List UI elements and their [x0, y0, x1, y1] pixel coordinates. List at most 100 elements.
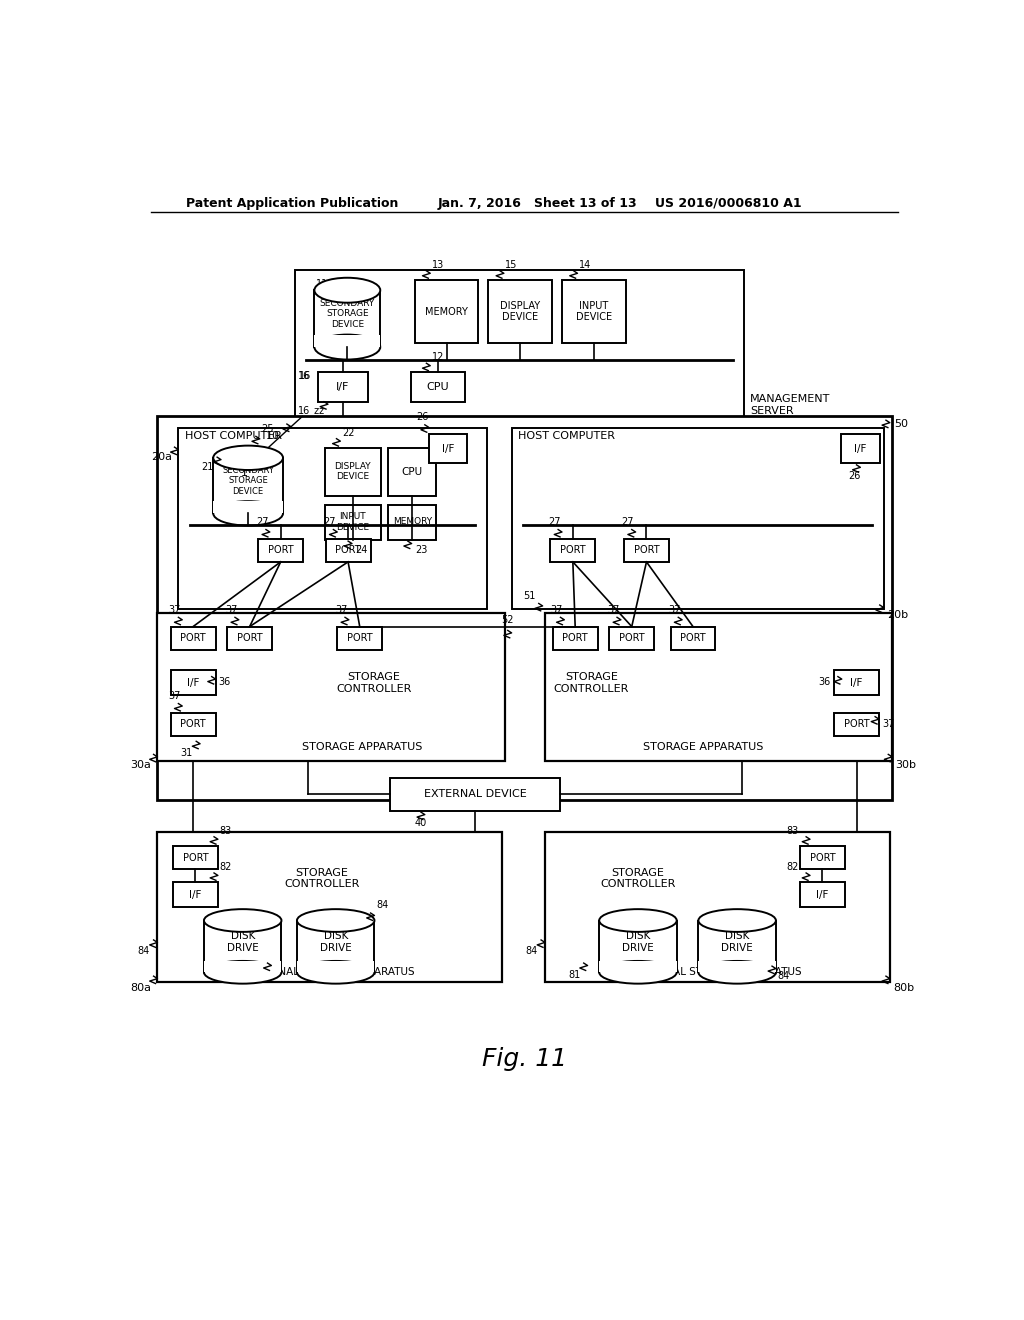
Text: 30a: 30a [130, 760, 151, 770]
Bar [337, 627, 382, 649]
Bar [297, 961, 375, 973]
Text: 26: 26 [848, 471, 860, 480]
Text: PORT: PORT [844, 719, 869, 730]
Text: 1: 1 [241, 467, 248, 478]
Text: 20a: 20a [151, 453, 172, 462]
Text: DISK
DRIVE: DISK DRIVE [319, 931, 351, 953]
Bar [545, 832, 890, 982]
Bar [800, 846, 845, 869]
Bar [171, 713, 216, 737]
Text: 30b: 30b [896, 760, 916, 770]
Text: PORT: PORT [237, 634, 262, 643]
Text: 52: 52 [502, 615, 514, 626]
Bar [227, 627, 272, 649]
Bar [204, 920, 282, 973]
Ellipse shape [297, 909, 375, 932]
Text: INPUT
DEVICE: INPUT DEVICE [336, 512, 370, 532]
Text: 83: 83 [786, 825, 799, 836]
Bar [624, 539, 669, 562]
Bar [388, 447, 436, 496]
Text: 16_zz: 16_zz [298, 405, 326, 416]
Text: PORT: PORT [180, 719, 206, 730]
Text: I/F: I/F [854, 444, 866, 454]
Ellipse shape [314, 334, 380, 359]
Text: I/F: I/F [336, 381, 349, 392]
Bar [834, 671, 879, 696]
Text: 27: 27 [256, 517, 268, 527]
Ellipse shape [698, 909, 776, 932]
Text: US 2016/0006810 A1: US 2016/0006810 A1 [655, 197, 802, 210]
Text: 84: 84 [376, 900, 388, 911]
Text: 24: 24 [355, 545, 368, 556]
Text: 80b: 80b [893, 983, 914, 994]
Text: 27: 27 [548, 517, 560, 527]
Bar [512, 428, 884, 609]
Text: HOST COMPUTER: HOST COMPUTER [184, 432, 282, 441]
Text: STORAGE
CONTROLLER: STORAGE CONTROLLER [600, 867, 676, 890]
Bar [698, 920, 776, 973]
Bar [553, 627, 598, 649]
Bar [698, 961, 776, 973]
Text: 27: 27 [324, 517, 336, 527]
Bar [415, 280, 478, 343]
Bar [173, 846, 218, 869]
Text: I/F: I/F [187, 677, 200, 688]
Text: 16: 16 [298, 371, 310, 381]
Text: HOST COMPUTER: HOST COMPUTER [518, 432, 614, 441]
Text: DISK
DRIVE: DISK DRIVE [721, 931, 753, 953]
Bar [317, 372, 369, 401]
Text: MANAGEMENT
SERVER: MANAGEMENT SERVER [751, 393, 830, 416]
Text: I/F: I/F [442, 444, 455, 454]
Text: Patent Application Publication: Patent Application Publication [186, 197, 398, 210]
Bar [562, 280, 626, 343]
Text: Jan. 7, 2016   Sheet 13 of 13: Jan. 7, 2016 Sheet 13 of 13 [438, 197, 638, 210]
Bar [411, 372, 465, 401]
Ellipse shape [204, 909, 282, 932]
Text: SECONDARY
STORAGE
DEVICE: SECONDARY STORAGE DEVICE [319, 298, 375, 329]
Bar [599, 961, 677, 973]
Bar [800, 882, 845, 907]
Text: 23: 23 [415, 545, 427, 556]
Bar [325, 447, 381, 496]
Ellipse shape [297, 961, 375, 983]
Bar [314, 334, 380, 347]
Text: 27: 27 [622, 517, 634, 527]
Bar [258, 539, 303, 562]
Bar [158, 416, 892, 800]
Text: 13: 13 [432, 260, 444, 269]
Text: DISK
DRIVE: DISK DRIVE [227, 931, 259, 953]
Text: EXTERNAL STORAGE APPARATUS: EXTERNAL STORAGE APPARATUS [245, 966, 415, 977]
Text: 84: 84 [525, 945, 538, 956]
Text: I/F: I/F [816, 890, 828, 899]
Text: 84: 84 [137, 945, 150, 956]
Text: MEMORY: MEMORY [425, 306, 468, 317]
Text: 37: 37 [669, 605, 681, 615]
Ellipse shape [213, 502, 283, 525]
Bar [326, 539, 371, 562]
Text: 84: 84 [777, 972, 790, 981]
Text: 10: 10 [266, 430, 280, 441]
Bar [295, 271, 744, 420]
Bar [429, 434, 467, 463]
Bar [171, 627, 216, 649]
Text: INPUT
DEVICE: INPUT DEVICE [575, 301, 611, 322]
Text: 82: 82 [219, 862, 231, 871]
Ellipse shape [599, 909, 677, 932]
Bar [488, 280, 552, 343]
Bar [213, 502, 283, 513]
Text: STORAGE
CONTROLLER: STORAGE CONTROLLER [336, 672, 412, 693]
Text: 37: 37 [607, 605, 620, 615]
Text: I/F: I/F [850, 677, 862, 688]
Text: 14: 14 [580, 260, 592, 269]
Ellipse shape [599, 961, 677, 983]
Text: 36: 36 [818, 677, 830, 686]
Text: DISPLAY
DEVICE: DISPLAY DEVICE [500, 301, 541, 322]
Text: 22: 22 [342, 428, 354, 437]
Text: 83: 83 [219, 825, 231, 836]
Text: PORT: PORT [347, 634, 373, 643]
Text: 80a: 80a [130, 983, 151, 994]
Text: CPU: CPU [401, 467, 423, 477]
Text: 36: 36 [219, 677, 231, 686]
Bar [178, 428, 486, 609]
Text: PORT: PORT [180, 634, 206, 643]
